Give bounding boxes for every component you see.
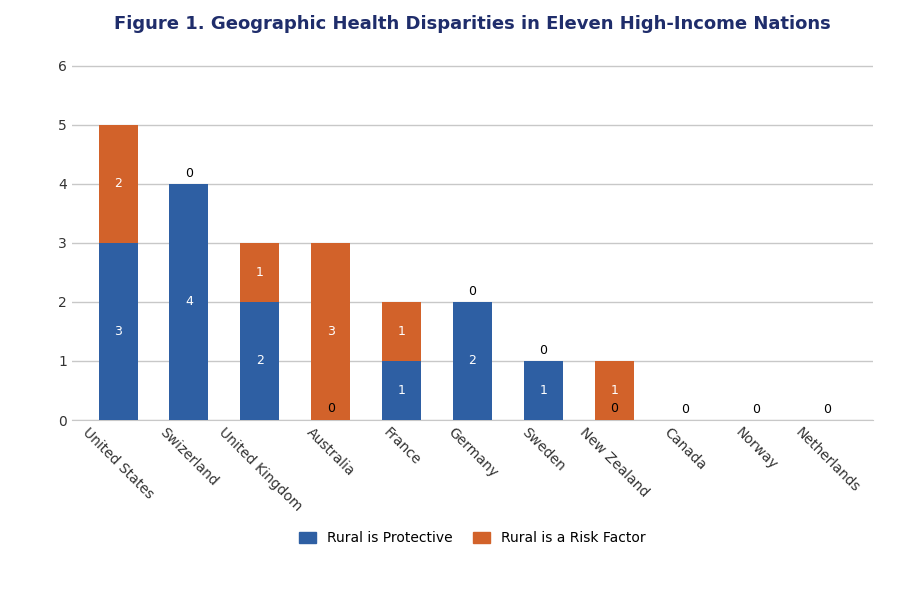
Bar [240,243,279,302]
Text: 0: 0 [823,403,831,416]
Text: 1: 1 [539,384,547,397]
Text: 3: 3 [114,325,122,338]
Text: 0: 0 [752,403,760,416]
Text: 0: 0 [681,403,689,416]
Text: 0: 0 [185,167,193,181]
Text: 1: 1 [398,384,406,397]
Bar [382,302,421,361]
Bar [99,243,138,420]
Text: 1: 1 [610,384,618,397]
Text: 3: 3 [327,325,335,338]
Bar [524,361,562,420]
Bar [240,302,279,420]
Text: 2: 2 [256,355,264,367]
Bar [169,184,209,420]
Bar [382,361,421,420]
Bar [311,243,350,420]
Text: 0: 0 [327,402,335,415]
Bar [453,302,492,420]
Text: 1: 1 [256,266,264,279]
Text: 0: 0 [469,286,476,298]
Bar [595,361,634,420]
Text: 2: 2 [114,178,122,190]
Text: 4: 4 [185,295,193,308]
Legend: Rural is Protective, Rural is a Risk Factor: Rural is Protective, Rural is a Risk Fac… [292,524,652,552]
Bar [99,125,138,243]
Text: 0: 0 [539,344,547,358]
Title: Figure 1. Geographic Health Disparities in Eleven High-Income Nations: Figure 1. Geographic Health Disparities … [114,15,831,33]
Text: 0: 0 [610,402,618,415]
Text: 2: 2 [469,355,476,367]
Text: 1: 1 [398,325,406,338]
